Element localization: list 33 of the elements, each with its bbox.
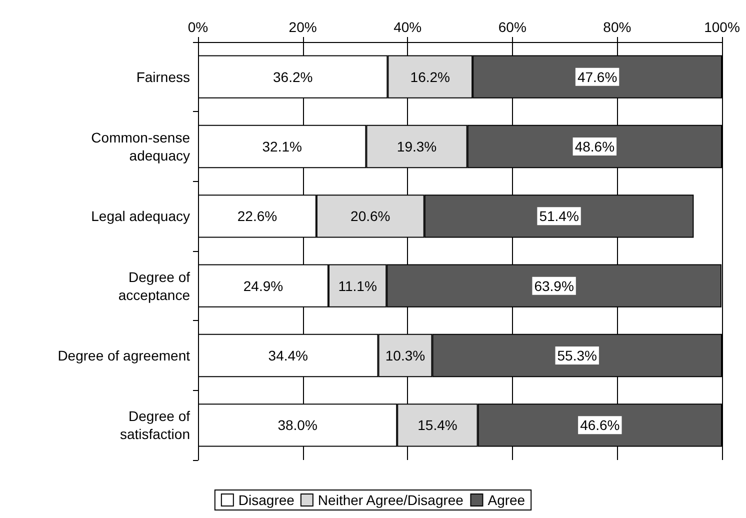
data-label: 20.6% [350,208,390,224]
data-label: 15.4% [418,417,458,434]
x-tick-label: 0% [188,19,208,35]
legend-label: Neither Agree/Disagree [318,492,464,508]
x-tick-label: 40% [394,19,422,35]
data-label: 55.3% [557,348,597,364]
y-tick-label: Degree of satisfaction [120,408,190,442]
data-label: 63.9% [534,278,574,294]
x-tick-label: 80% [603,19,632,35]
data-label: 22.6% [237,208,278,224]
data-label: 11.1% [338,278,377,294]
y-tick-label: Degree of acceptance [118,268,190,303]
legend-label: Agree [488,492,526,508]
y-tick-label: Degree of agreement [58,348,190,364]
x-tick-label: 20% [288,19,317,35]
data-label: 46.6% [580,417,620,434]
legend-label: Disagree [238,492,295,508]
x-tick-label: 100% [704,19,740,35]
data-label: 48.6% [574,138,615,154]
data-label: 19.3% [396,138,437,154]
y-tick-label: Legal adequacy [91,208,190,224]
data-label: 10.3% [385,348,426,364]
data-label: 34.4% [268,348,308,364]
data-label: 24.9% [243,278,284,294]
data-label: 32.1% [262,138,302,154]
data-label: 51.4% [539,208,579,224]
data-label: 47.6% [577,68,618,85]
y-tick-label: Common-sense adequacy [91,130,190,164]
x-tick-label: 60% [498,19,526,35]
data-label: 16.2% [410,68,450,85]
data-label: 36.2% [272,68,313,85]
data-label: 38.0% [278,417,318,434]
y-tick-label: Fairness [136,68,190,85]
